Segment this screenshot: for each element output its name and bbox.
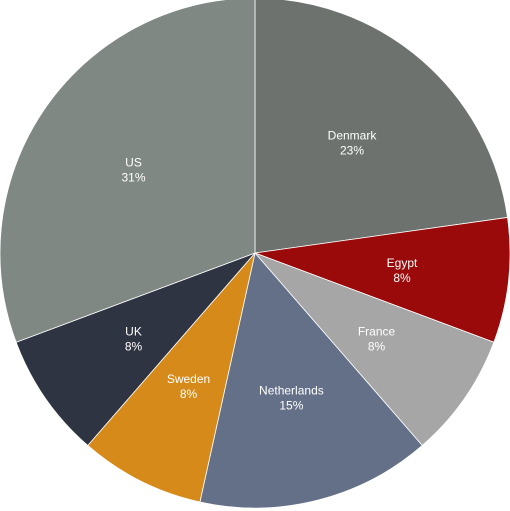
slice-label-sweden: Sweden: [167, 372, 210, 386]
slice-value-netherlands: 15%: [279, 398, 303, 412]
slice-label-france: France: [358, 324, 396, 338]
pie-slice-egypt: [254, 216, 510, 343]
pie-slice-us: [0, 0, 256, 343]
slice-value-france: 8%: [368, 339, 386, 353]
slice-value-sweden: 8%: [180, 387, 198, 401]
pie-slice-sweden: [87, 252, 256, 503]
pie-slice-netherlands: [199, 252, 423, 509]
slice-label-us: US: [125, 156, 142, 170]
pie-labels: Denmark23%Egypt8%France8%Netherlands15%S…: [121, 128, 418, 412]
slice-label-uk: UK: [125, 324, 142, 338]
slice-label-netherlands: Netherlands: [259, 383, 324, 397]
slice-value-uk: 8%: [125, 339, 143, 353]
slice-label-egypt: Egypt: [387, 256, 418, 270]
pie-slice-uk: [15, 252, 256, 447]
pie-slice-france: [254, 252, 495, 447]
slice-value-denmark: 23%: [340, 143, 364, 157]
pie-slice-denmark: [254, 0, 508, 254]
slice-value-us: 31%: [121, 171, 145, 185]
slice-value-egypt: 8%: [393, 271, 411, 285]
slice-label-denmark: Denmark: [328, 128, 378, 142]
